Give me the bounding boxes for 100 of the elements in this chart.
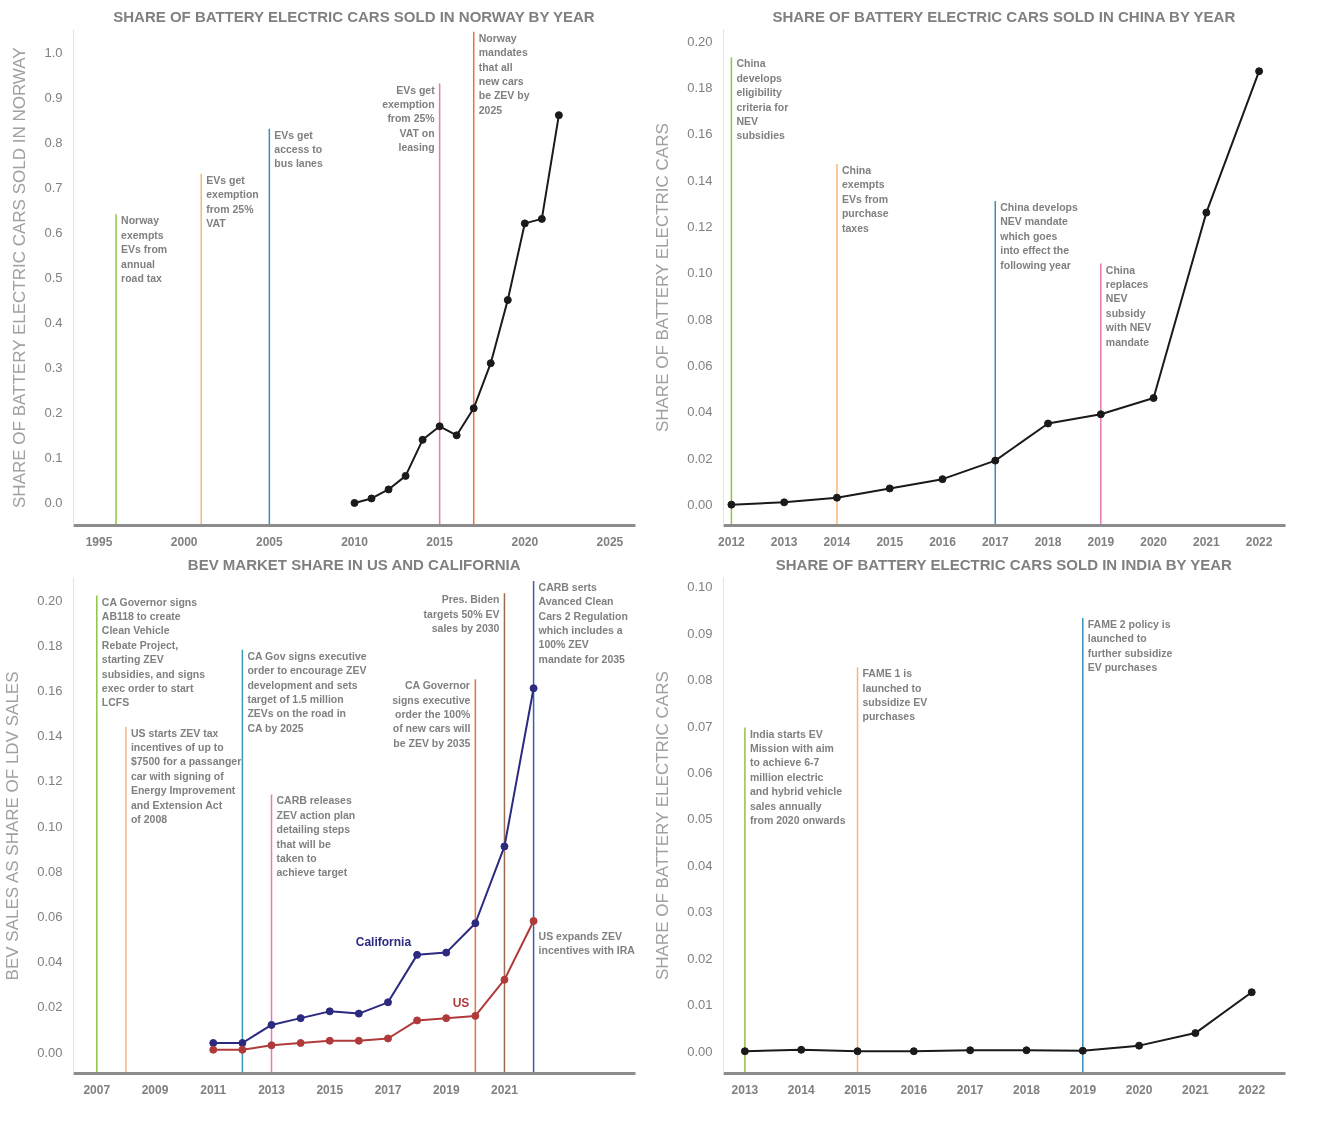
y-tick-label: 0.7 bbox=[44, 179, 63, 195]
y-tick-label: 0.14 bbox=[37, 728, 63, 744]
x-tick-label: 2018 bbox=[1013, 1082, 1041, 1097]
y-tick-label: 0.09 bbox=[687, 625, 713, 641]
y-tick-label: 0.02 bbox=[687, 450, 713, 466]
annotation: CA Governor signs executive order the 100% of new cars will be ZEV by 2035 bbox=[392, 679, 472, 749]
x-tick-label: 2020 bbox=[511, 534, 539, 549]
x-tick-label: 2020 bbox=[1140, 534, 1168, 549]
series-label: US bbox=[452, 995, 470, 1010]
annotation: China develops NEV mandate which goes into effect the following year bbox=[999, 201, 1079, 271]
annotation: China develops eligibility criteria for NEV subsidies bbox=[736, 57, 789, 142]
y-tick-label: 0.03 bbox=[687, 904, 713, 920]
chart-title: SHARE OF BATTERY ELECTRIC CARS SOLD IN INDIA BY YEAR bbox=[775, 555, 1233, 573]
annotation: China replaces NEV subsidy with NEV mandate bbox=[1104, 263, 1152, 348]
y-axis-title: BEV SALES AS SHARE OF LDV SALES bbox=[3, 671, 23, 981]
x-tick-label: 2013 bbox=[258, 1082, 286, 1097]
y-tick-label: 0.16 bbox=[687, 126, 713, 142]
chart-title: BEV MARKET SHARE IN US AND CALIFORNIA bbox=[187, 555, 521, 573]
y-tick-label: 0.16 bbox=[37, 682, 63, 698]
y-tick-label: 0.08 bbox=[687, 311, 713, 327]
y-tick-label: 0.10 bbox=[687, 265, 713, 281]
y-tick-label: 0.02 bbox=[687, 950, 713, 966]
x-tick-label: 2017 bbox=[374, 1082, 402, 1097]
y-tick-label: 0.00 bbox=[37, 1044, 63, 1060]
x-tick-label: 2025 bbox=[596, 534, 624, 549]
y-tick-label: 0.5 bbox=[44, 270, 63, 285]
annotation: Pres. Biden targets 50% EV sales by 2030 bbox=[423, 593, 500, 635]
x-tick-label: 2019 bbox=[432, 1082, 460, 1097]
annotation: FAME 1 is launched to subsidize EV purchases bbox=[862, 667, 928, 723]
x-tick-label: 2015 bbox=[316, 1082, 344, 1097]
y-tick-label: 0.14 bbox=[687, 172, 713, 188]
y-tick-label: 0.2 bbox=[44, 405, 63, 421]
y-tick-label: 0.20 bbox=[687, 33, 713, 49]
y-tick-label: 0.12 bbox=[687, 219, 713, 235]
chart-title: SHARE OF BATTERY ELECTRIC CARS SOLD IN NORWAY BY YEAR bbox=[113, 7, 595, 25]
y-axis-title: SHARE OF BATTERY ELECTRIC CARS bbox=[653, 671, 673, 981]
x-tick-label: 2016 bbox=[900, 1082, 928, 1097]
x-tick-label: 2005 bbox=[256, 534, 284, 549]
y-tick-label: 0.06 bbox=[687, 358, 713, 374]
x-tick-label: 2021 bbox=[1193, 534, 1221, 549]
y-tick-label: 0.01 bbox=[687, 997, 713, 1013]
annotation: FAME 2 policy is launched to further subsidize EV purchases bbox=[1087, 617, 1173, 674]
series-label: California bbox=[355, 934, 412, 949]
x-tick-label: 2015 bbox=[426, 534, 454, 549]
x-tick-label: 2013 bbox=[731, 1082, 759, 1097]
x-tick-label: 2022 bbox=[1245, 534, 1273, 549]
y-tick-label: 0.04 bbox=[687, 404, 713, 420]
x-tick-label: 2021 bbox=[491, 1082, 519, 1097]
y-tick-label: 0.8 bbox=[44, 134, 63, 150]
y-tick-label: 0.12 bbox=[37, 773, 63, 789]
annotation: EVs get exemption from 25% VAT on leasing bbox=[382, 83, 436, 154]
x-tick-label: 2017 bbox=[981, 534, 1009, 549]
annotation: Norway mandates that all new cars be ZEV by 2025 bbox=[478, 31, 530, 116]
annotation: US starts ZEV tax incentives of up to $7500 for a passanger car with signing of Energy Improvement and Extension Act of 2008 bbox=[130, 726, 242, 826]
x-tick-label: 2016 bbox=[929, 534, 957, 549]
y-axis-title: SHARE OF BATTERY ELECTRIC CARS SOLD IN NORWAY bbox=[10, 47, 30, 508]
y-tick-label: 0.08 bbox=[37, 863, 63, 879]
x-tick-label: 2007 bbox=[83, 1082, 111, 1097]
y-tick-label: 0.08 bbox=[687, 672, 713, 688]
y-axis-title: SHARE OF BATTERY ELECTRIC CARS bbox=[653, 123, 673, 433]
x-tick-label: 2019 bbox=[1087, 534, 1115, 549]
y-tick-label: 0.3 bbox=[44, 360, 63, 376]
y-tick-label: 0.18 bbox=[687, 79, 713, 95]
x-tick-label: 2019 bbox=[1069, 1082, 1097, 1097]
y-tick-label: 0.9 bbox=[44, 89, 63, 105]
x-tick-label: 2020 bbox=[1125, 1082, 1153, 1097]
x-tick-label: 2021 bbox=[1182, 1082, 1210, 1097]
y-tick-label: 0.10 bbox=[687, 579, 713, 595]
chart-title: SHARE OF BATTERY ELECTRIC CARS SOLD IN CHINA BY YEAR bbox=[772, 7, 1236, 25]
annotation: CA Gov signs executive order to encourage ZEV development and sets target of 1.5 million ZEVs on the road in CA by 2025 bbox=[247, 649, 367, 734]
x-tick-label: 2014 bbox=[823, 534, 851, 549]
x-tick-label: 1995 bbox=[85, 534, 113, 549]
x-tick-label: 2009 bbox=[141, 1082, 169, 1097]
x-tick-label: 2015 bbox=[844, 1082, 872, 1097]
x-tick-label: 2012 bbox=[718, 534, 746, 549]
x-tick-label: 2011 bbox=[200, 1082, 227, 1097]
y-tick-label: 0.1 bbox=[44, 450, 63, 466]
x-tick-label: 2010 bbox=[341, 534, 369, 549]
y-tick-label: 0.06 bbox=[687, 765, 713, 781]
y-tick-label: 0.04 bbox=[37, 954, 63, 970]
y-tick-label: 1.0 bbox=[44, 44, 63, 60]
annotation: CARB releases ZEV action plan detailing steps that will be taken to achieve target bbox=[276, 794, 356, 879]
y-tick-label: 0.06 bbox=[37, 908, 63, 924]
y-tick-label: 0.04 bbox=[687, 857, 713, 873]
annotation: EVs get access to bus lanes bbox=[274, 128, 323, 170]
y-tick-label: 0.0 bbox=[44, 495, 63, 511]
y-tick-label: 0.4 bbox=[44, 315, 63, 331]
y-tick-label: 0.02 bbox=[37, 999, 63, 1015]
annotation: India starts EV Mission with aim to achieve 6-7 million electric and hybrid vehicle sales annually from 2020 onwards bbox=[749, 727, 846, 826]
x-tick-label: 2015 bbox=[876, 534, 904, 549]
x-tick-label: 2018 bbox=[1034, 534, 1062, 549]
y-tick-label: 0.05 bbox=[687, 811, 713, 827]
x-tick-label: 2014 bbox=[787, 1082, 815, 1097]
y-tick-label: 0.07 bbox=[687, 718, 713, 734]
annotation: CARB serts Avanced Clean Cars 2 Regulation which includes a 100% ZEV mandate for 2035 bbox=[537, 580, 628, 665]
x-tick-label: 2022 bbox=[1238, 1082, 1266, 1097]
annotation: EVs get exemption from 25% VAT bbox=[206, 173, 259, 229]
annotation: Norway exempts EVs from annual road tax bbox=[121, 214, 168, 284]
annotation: China exempts EVs from purchase taxes bbox=[841, 163, 889, 234]
y-tick-label: 0.00 bbox=[687, 497, 713, 513]
